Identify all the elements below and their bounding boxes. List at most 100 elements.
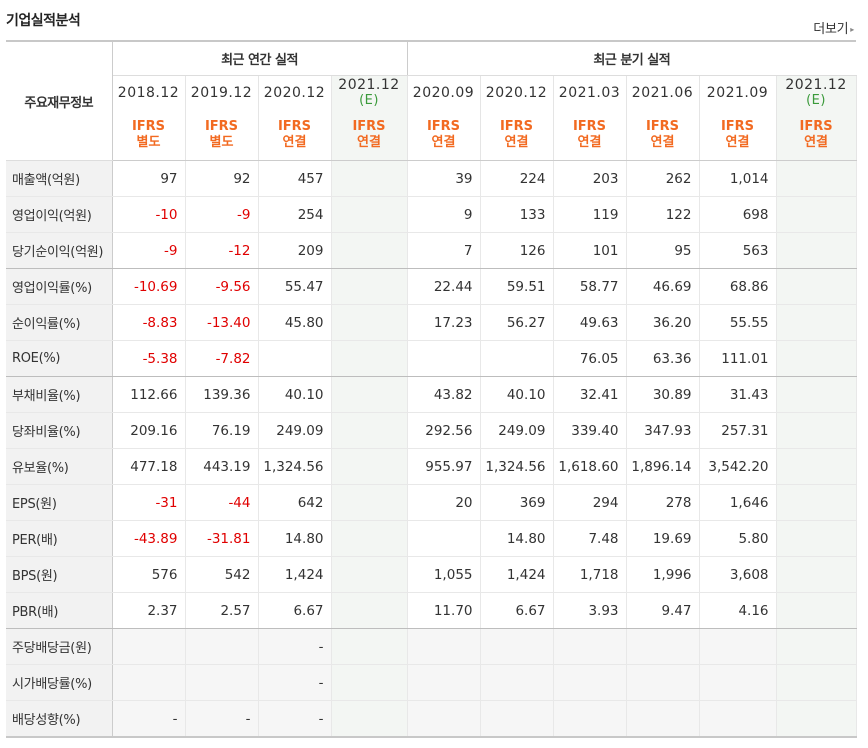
row-label: EPS(원)	[6, 484, 113, 521]
table-cell: -31.81	[185, 520, 259, 557]
period-label: 2021.03	[558, 84, 621, 101]
table-cell: 31.43	[699, 376, 777, 413]
table-cell	[331, 628, 408, 665]
table-cell: 76.19	[185, 412, 259, 449]
table-cell	[331, 196, 408, 233]
table-cell: 955.97	[406, 448, 481, 485]
table-row: 시가배당률(%) -	[6, 664, 857, 701]
table-cell	[776, 160, 857, 197]
type-basis: 별도	[209, 135, 234, 150]
table-cell	[626, 664, 700, 701]
table-cell: 6.67	[258, 592, 332, 629]
table-cell: 20	[406, 484, 481, 521]
table-cell: -44	[185, 484, 259, 521]
table-cell: -10	[112, 196, 186, 233]
table-cell	[776, 232, 857, 269]
type-basis: 연결	[650, 135, 675, 150]
row-label: 영업이익률(%)	[6, 268, 113, 305]
table-cell	[406, 664, 481, 701]
estimate-mark: (E)	[359, 93, 379, 108]
table-cell: -	[258, 664, 332, 701]
period-header: 2021.06	[626, 75, 700, 110]
table-cell	[331, 268, 408, 305]
accounting-type: IFRS 연결	[553, 110, 627, 161]
type-basis: 연결	[504, 135, 529, 150]
table-cell	[699, 628, 777, 665]
table-cell: -31	[112, 484, 186, 521]
table-cell: 139.36	[185, 376, 259, 413]
more-link[interactable]: 더보기 ▸	[813, 18, 854, 37]
table-cell	[776, 556, 857, 593]
table-cell: 2.57	[185, 592, 259, 629]
table-cell	[258, 340, 332, 377]
period-label: 2021.12	[338, 77, 400, 93]
accounting-type: IFRS 연결	[699, 110, 777, 161]
chevron-right-icon: ▸	[850, 25, 854, 34]
table-cell: 14.80	[480, 520, 554, 557]
table-cell: -	[112, 700, 186, 738]
table-cell: -13.40	[185, 304, 259, 341]
table-cell: 43.82	[406, 376, 481, 413]
row-label: 배당성향(%)	[6, 700, 113, 738]
table-cell	[776, 304, 857, 341]
table-cell	[331, 232, 408, 269]
table-row: 주당배당금(원) -	[6, 628, 857, 665]
table-cell: 7.48	[553, 520, 627, 557]
table-cell	[185, 664, 259, 701]
table-cell	[331, 304, 408, 341]
table-cell: 55.47	[258, 268, 332, 305]
table-cell: 1,324.56	[480, 448, 554, 485]
table-cell: 56.27	[480, 304, 554, 341]
row-header-label: 주요재무정보	[6, 40, 113, 161]
accounting-type: IFRS 연결	[480, 110, 554, 161]
type-standard: IFRS	[645, 119, 680, 134]
period-label: 2020.12	[263, 84, 326, 101]
type-standard: IFRS	[799, 119, 833, 134]
table-cell: 257.31	[699, 412, 777, 449]
more-label[interactable]: 더보기	[813, 22, 849, 37]
group-annual: 최근 연간 실적	[112, 40, 407, 76]
section-title: 기업실적분석	[6, 13, 81, 29]
table-cell: 19.69	[626, 520, 700, 557]
table-cell: 542	[185, 556, 259, 593]
row-label: 시가배당률(%)	[6, 664, 113, 701]
row-label: ROE(%)	[6, 340, 113, 377]
table-cell: 1,014	[699, 160, 777, 197]
table-cell	[776, 376, 857, 413]
table-cell	[480, 700, 554, 738]
period-header: 2021.09	[699, 75, 777, 110]
table-row: 순이익률(%) -8.83 -13.40 45.80 17.23 56.27 49.63 36…	[6, 304, 857, 341]
table-cell: 101	[553, 232, 627, 269]
type-basis: 연결	[282, 135, 307, 150]
table-cell: 1,618.60	[553, 448, 627, 485]
table-cell: 576	[112, 556, 186, 593]
type-standard: IFRS	[720, 119, 755, 134]
table-cell: 46.69	[626, 268, 700, 305]
table-row: ROE(%) -5.38 -7.82 76.05 63.36 111.01	[6, 340, 857, 377]
table-cell	[331, 592, 408, 629]
table-cell	[331, 376, 408, 413]
row-label: PBR(배)	[6, 592, 113, 629]
period-label: 2020.12	[485, 84, 548, 101]
table-cell	[776, 700, 857, 738]
table-cell: 55.55	[699, 304, 777, 341]
table-cell: 203	[553, 160, 627, 197]
accounting-type: IFRS 별도	[112, 110, 186, 161]
table-cell	[776, 268, 857, 305]
table-cell	[626, 628, 700, 665]
table-cell: 32.41	[553, 376, 627, 413]
table-row: 배당성향(%) - - -	[6, 700, 857, 738]
table-cell: 3.93	[553, 592, 627, 629]
table-cell	[406, 340, 481, 377]
table-cell: -43.89	[112, 520, 186, 557]
table-cell	[331, 556, 408, 593]
table-cell: 22.44	[406, 268, 481, 305]
table-cell: -10.69	[112, 268, 186, 305]
table-cell: -	[258, 700, 332, 738]
period-header: 2020.12	[258, 75, 332, 110]
table-cell: 40.10	[480, 376, 554, 413]
table-cell: 3,608	[699, 556, 777, 593]
table-cell: 30.89	[626, 376, 700, 413]
accounting-type: IFRS 연결	[258, 110, 332, 161]
table-cell: 76.05	[553, 340, 627, 377]
